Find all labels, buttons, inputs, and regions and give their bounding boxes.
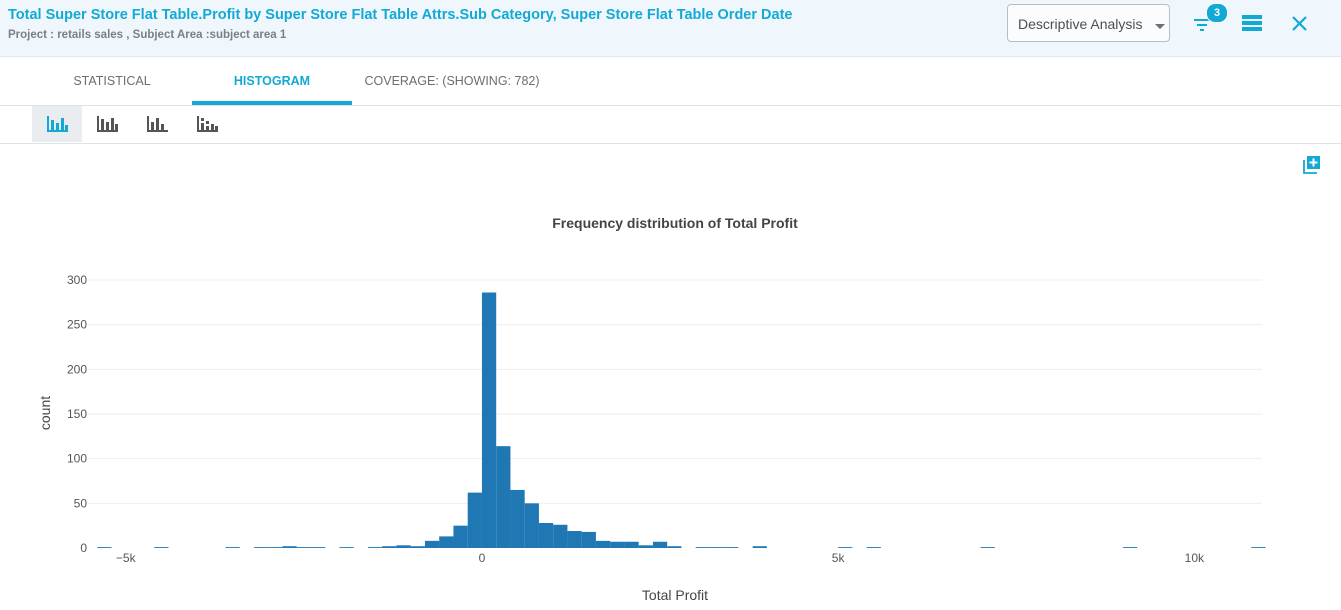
histogram-bar — [253, 547, 269, 548]
histogram-bar — [154, 547, 169, 548]
analysis-type-label: Descriptive Analysis — [1018, 16, 1143, 32]
histogram-bar — [367, 547, 383, 548]
tab-coverage[interactable]: COVERAGE: (SHOWING: 782) — [364, 74, 540, 88]
histogram-bar — [467, 492, 482, 548]
y-tick-label: 250 — [67, 318, 87, 332]
histogram-bar — [225, 547, 240, 548]
tab-bar: STATISTICAL HISTOGRAM COVERAGE: (SHOWING… — [0, 57, 1341, 106]
x-tick-label: −5k — [116, 551, 137, 565]
histogram-bar — [410, 546, 425, 548]
histogram-bar — [496, 446, 511, 548]
x-tick-label: 10k — [1185, 551, 1205, 565]
tab-histogram[interactable]: HISTOGRAM — [233, 74, 311, 88]
histogram-chart: Frequency distribution of Total Profit 0… — [37, 215, 1266, 603]
chart-gridlines — [88, 279, 1262, 504]
histogram-bar — [980, 547, 995, 548]
y-tick-label: 200 — [67, 362, 87, 376]
histogram-icon — [47, 116, 68, 132]
bar-chart-icon — [97, 116, 118, 132]
y-tick-label: 150 — [67, 407, 87, 421]
filter-icon — [1194, 19, 1210, 31]
histogram-bar — [424, 540, 440, 548]
page-subtitle: Project : retails sales , Subject Area :… — [8, 29, 287, 41]
tab-statistical[interactable]: STATISTICAL — [73, 74, 151, 88]
histogram-bar — [439, 536, 454, 548]
histogram-bar — [567, 531, 582, 548]
y-axis-ticks: 0 50 100 150 200 250 300 — [67, 273, 87, 555]
analysis-type-dropdown[interactable]: Descriptive Analysis — [1007, 4, 1170, 42]
histogram-bar — [866, 547, 881, 548]
histogram-bar — [453, 525, 468, 548]
close-icon — [1292, 16, 1307, 31]
filter-count-badge: 3 — [1206, 3, 1228, 23]
x-tick-label: 0 — [479, 551, 486, 565]
histogram-bar — [581, 531, 596, 548]
chart-type-bar-button[interactable] — [82, 106, 132, 142]
histogram-bar — [97, 547, 112, 548]
active-tab-indicator — [192, 101, 352, 105]
chart-type-toolbar — [0, 106, 1341, 144]
histogram-bar — [396, 545, 411, 548]
y-tick-label: 100 — [67, 452, 87, 466]
x-axis-ticks: −5k 0 5k 10k — [116, 551, 1205, 565]
filter-button[interactable] — [1190, 10, 1218, 38]
histogram-bar — [481, 292, 497, 548]
histogram-bar — [1251, 547, 1266, 548]
histogram-bar — [339, 547, 354, 548]
histogram-bar — [667, 546, 682, 548]
histogram-bar — [524, 503, 539, 548]
x-axis-title: Total Profit — [642, 587, 708, 603]
stacked-bar-icon — [197, 116, 218, 132]
histogram-bar — [610, 541, 625, 548]
x-tick-label: 5k — [832, 551, 846, 565]
histogram-bar — [553, 524, 568, 548]
chart-bars — [97, 292, 1266, 548]
chart-type-bar-alt-button[interactable] — [132, 106, 182, 142]
chevron-down-icon — [1155, 24, 1165, 29]
histogram-bar — [595, 540, 611, 548]
add-to-dashboard-button[interactable] — [1303, 156, 1321, 174]
histogram-bar — [268, 547, 283, 548]
histogram-bar — [638, 545, 653, 548]
chart-type-stacked-button[interactable] — [182, 106, 232, 142]
y-axis-title: count — [37, 396, 53, 430]
list-view-button[interactable] — [1240, 12, 1264, 36]
y-tick-label: 300 — [67, 273, 87, 287]
histogram-bar — [724, 547, 739, 548]
add-square-icon — [1303, 156, 1320, 174]
close-button[interactable] — [1289, 12, 1311, 34]
histogram-bar — [838, 547, 853, 548]
chart-type-histogram-button[interactable] — [32, 106, 82, 142]
chart-title: Frequency distribution of Total Profit — [552, 215, 798, 231]
histogram-bar — [624, 541, 639, 548]
histogram-bar — [652, 541, 668, 548]
histogram-bar — [752, 546, 767, 548]
bar-chart-alt-icon — [147, 116, 168, 132]
histogram-bar — [695, 547, 710, 548]
histogram-bar — [538, 522, 554, 548]
histogram-bar — [510, 489, 525, 548]
histogram-bar — [282, 546, 297, 548]
histogram-bar — [382, 546, 397, 548]
histogram-bar — [709, 547, 725, 548]
page-title: Total Super Store Flat Table.Profit by S… — [8, 7, 793, 23]
histogram-bar — [1123, 547, 1138, 548]
histogram-bar — [296, 547, 311, 548]
y-tick-label: 0 — [80, 541, 87, 555]
histogram-bar — [310, 547, 326, 548]
list-icon — [1242, 15, 1262, 31]
y-tick-label: 50 — [74, 496, 88, 510]
